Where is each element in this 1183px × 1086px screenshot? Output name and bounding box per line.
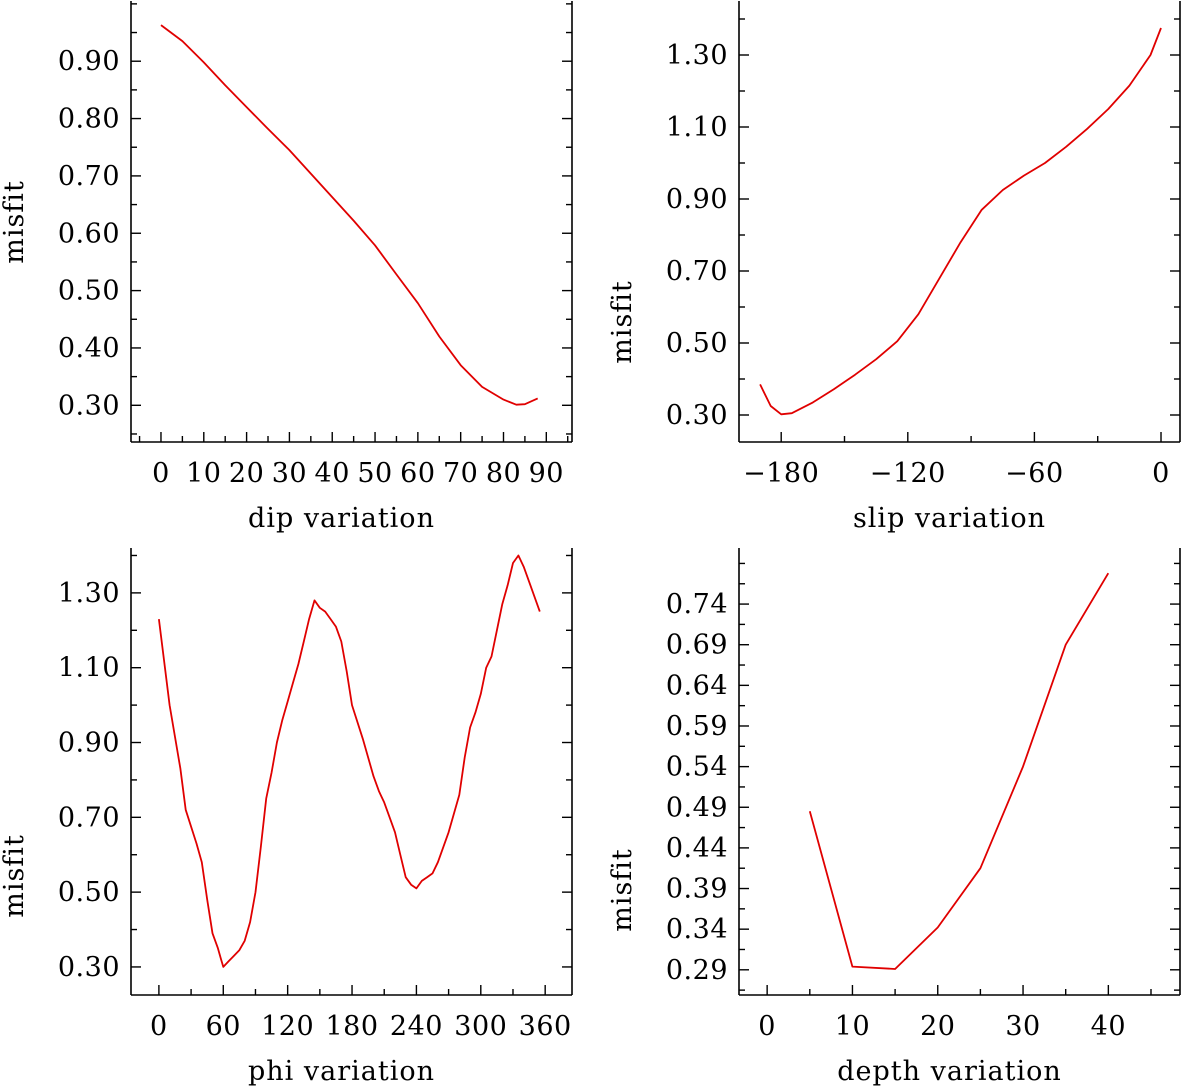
x-axis-title: slip variation bbox=[853, 503, 1046, 534]
panel-1: 0 10 20 30 40 50 60 70 80 90 0.30 0.40 0.50 0.60 0.70 0… bbox=[0, 1, 573, 534]
x-tick-label: −180 bbox=[743, 458, 819, 489]
y-tick-label: 0.64 bbox=[666, 670, 728, 701]
y-axis-title: misfit bbox=[0, 834, 30, 918]
series-line-misfit bbox=[160, 24, 539, 406]
y-tick-label: 0.80 bbox=[58, 104, 120, 135]
y-tick-label: 0.29 bbox=[666, 955, 728, 986]
y-tick-label: 0.70 bbox=[58, 161, 120, 192]
series-line-misfit bbox=[158, 554, 541, 968]
y-tick-label: 0.50 bbox=[58, 877, 120, 908]
y-tick-label: 0.90 bbox=[666, 184, 728, 215]
x-tick-label: 360 bbox=[519, 1011, 572, 1042]
y-axis-title: misfit bbox=[607, 280, 638, 364]
y-tick-label: 0.39 bbox=[666, 874, 728, 905]
x-tick-label: 20 bbox=[229, 458, 264, 489]
y-axis-title: misfit bbox=[0, 180, 30, 264]
y-tick-label: 0.30 bbox=[666, 400, 728, 431]
x-tick-label: 60 bbox=[206, 1011, 241, 1042]
x-tick-label: 40 bbox=[1091, 1011, 1126, 1042]
y-tick-label: 0.30 bbox=[58, 390, 120, 421]
y-tick-label: 0.70 bbox=[58, 802, 120, 833]
y-tick-label: 0.40 bbox=[58, 333, 120, 364]
y-tick-label: 0.69 bbox=[666, 630, 728, 661]
x-tick-label: 80 bbox=[486, 458, 521, 489]
y-tick-label: 0.30 bbox=[58, 952, 120, 983]
x-tick-label: 120 bbox=[261, 1011, 314, 1042]
x-tick-label: 70 bbox=[443, 458, 478, 489]
y-tick-label: 1.10 bbox=[58, 653, 120, 684]
panel-2: −180 −120 −60 0 0.30 0.50 0.70 0.90 1.10 1.30 slip… bbox=[607, 1, 1181, 534]
x-tick-label: 180 bbox=[326, 1011, 379, 1042]
x-tick-label: 30 bbox=[272, 458, 307, 489]
x-axis-title: phi variation bbox=[248, 1056, 435, 1086]
x-tick-label: 50 bbox=[357, 458, 392, 489]
y-axis-title: misfit bbox=[607, 848, 638, 932]
y-tick-label: 0.59 bbox=[666, 711, 728, 742]
x-tick-label: 40 bbox=[315, 458, 350, 489]
x-tick-label: 0 bbox=[758, 1011, 776, 1042]
x-tick-label: 60 bbox=[400, 458, 435, 489]
y-tick-label: 0.90 bbox=[58, 728, 120, 759]
y-tick-label: 0.50 bbox=[666, 328, 728, 359]
y-tick-label: 0.90 bbox=[58, 46, 120, 77]
y-tick-label: 0.54 bbox=[666, 752, 728, 783]
y-tick-label: 1.30 bbox=[58, 578, 120, 609]
x-tick-label: 300 bbox=[454, 1011, 507, 1042]
panel-3: 0 60 120 180 240 300 360 0.30 0.50 0.70 0.90 1.10 1.… bbox=[0, 548, 573, 1086]
y-tick-label: 1.30 bbox=[666, 40, 728, 71]
y-tick-label: 0.74 bbox=[666, 589, 728, 620]
x-tick-label: 0 bbox=[1152, 458, 1170, 489]
y-tick-label: 0.60 bbox=[58, 218, 120, 249]
x-tick-label: −120 bbox=[870, 458, 946, 489]
y-tick-label: 0.34 bbox=[666, 914, 728, 945]
panel-4: 0 10 20 30 40 0.29 0.34 0.39 0.44 0.49 0.54 0.59 0.6… bbox=[607, 548, 1181, 1086]
x-tick-label: 30 bbox=[1005, 1011, 1040, 1042]
series-line-misfit bbox=[759, 27, 1162, 416]
y-tick-label: 0.49 bbox=[666, 792, 728, 823]
x-axis-title: dip variation bbox=[248, 503, 435, 534]
x-tick-label: 10 bbox=[835, 1011, 870, 1042]
x-tick-label: 0 bbox=[152, 458, 170, 489]
y-tick-label: 1.10 bbox=[666, 112, 728, 143]
x-tick-label: −60 bbox=[1005, 458, 1063, 489]
x-tick-label: 90 bbox=[529, 458, 564, 489]
y-tick-label: 0.50 bbox=[58, 276, 120, 307]
y-tick-label: 0.44 bbox=[666, 833, 728, 864]
x-axis-title: depth variation bbox=[837, 1056, 1062, 1086]
x-tick-label: 0 bbox=[150, 1011, 168, 1042]
x-tick-label: 10 bbox=[186, 458, 221, 489]
y-tick-label: 0.70 bbox=[666, 256, 728, 287]
series-line-misfit bbox=[808, 572, 1110, 970]
x-tick-label: 20 bbox=[920, 1011, 955, 1042]
x-tick-label: 240 bbox=[390, 1011, 443, 1042]
